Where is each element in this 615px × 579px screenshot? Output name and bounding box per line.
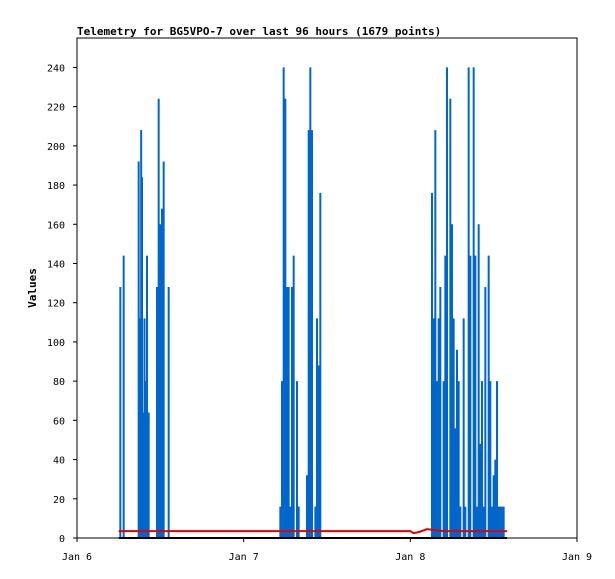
series-layer [118,67,507,539]
y-tick-label: 40 [53,456,65,467]
y-tick-label: 240 [47,63,65,74]
x-axis: Jan 6 Jan 7 Jan 8 Jan 9 [62,538,592,563]
y-tick-label: 220 [47,103,65,114]
y-tick-label: 180 [47,181,65,192]
y-axis: 0 20 40 60 80 100 120 140 160 180 200 220 240 [47,63,77,545]
x-tick-label: Jan 6 [62,552,92,563]
chart-title: Telemetry for BG5VPO-7 over last 96 hour… [77,25,441,38]
plot-frame [76,37,578,539]
x-tick-label: Jan 7 [229,552,259,563]
y-tick-label: 100 [47,338,65,349]
y-tick-label: 20 [53,495,65,506]
y-axis-label: Values [26,268,39,308]
y-tick-label: 200 [47,142,65,153]
y-tick-label: 80 [53,377,65,388]
series-line [118,528,507,535]
y-tick-label: 120 [47,299,65,310]
y-tick-label: 60 [53,416,65,427]
y-tick-label: 160 [47,220,65,231]
y-tick-label: 0 [59,534,65,545]
y-tick-label: 140 [47,259,65,270]
x-tick-label: Jan 8 [395,552,425,563]
x-tick-label: Jan 9 [562,552,592,563]
